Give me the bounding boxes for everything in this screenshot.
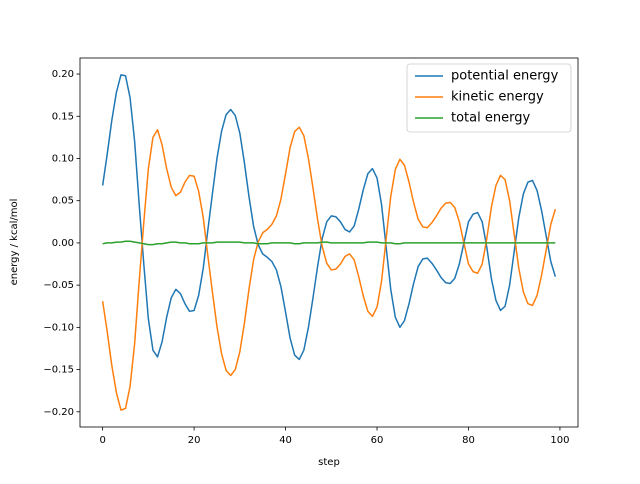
y-tick-label: −0.10 bbox=[43, 322, 74, 333]
y-axis-label: energy / kcal/mol bbox=[9, 199, 20, 286]
y-tick-label: 0.15 bbox=[52, 111, 74, 122]
y-tick-label: −0.15 bbox=[43, 365, 74, 376]
x-axis-label: step bbox=[318, 457, 340, 468]
legend-label: kinetic energy bbox=[451, 90, 544, 105]
y-tick-label: 0.05 bbox=[52, 196, 74, 207]
x-tick-label: 0 bbox=[99, 435, 105, 446]
x-tick-label: 80 bbox=[462, 435, 475, 446]
x-tick-label: 40 bbox=[279, 435, 292, 446]
x-tick-label: 100 bbox=[550, 435, 569, 446]
x-tick-label: 20 bbox=[188, 435, 201, 446]
y-tick-label: 0.10 bbox=[52, 153, 74, 164]
x-tick-label: 60 bbox=[371, 435, 384, 446]
y-tick-label: −0.05 bbox=[43, 280, 74, 291]
y-tick-label: 0.00 bbox=[52, 238, 74, 249]
legend-box bbox=[406, 63, 572, 133]
line-series bbox=[101, 74, 557, 361]
line-series bbox=[102, 240, 556, 246]
y-tick-label: 0.20 bbox=[52, 69, 74, 80]
legend-label: potential energy bbox=[451, 69, 559, 84]
legend-label: total energy bbox=[451, 111, 530, 126]
y-tick-label: −0.20 bbox=[43, 407, 74, 418]
line-series bbox=[101, 126, 557, 411]
plot-frame bbox=[79, 57, 579, 428]
